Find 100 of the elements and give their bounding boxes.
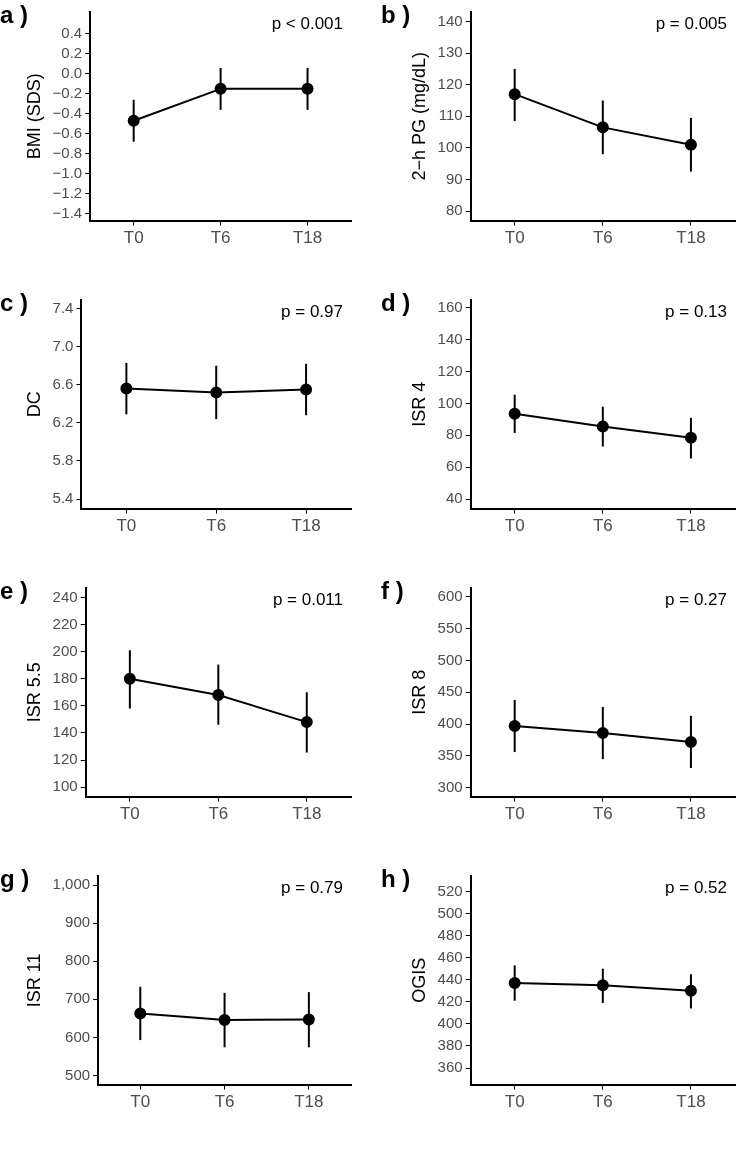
y-tick-label: 0.0 (61, 64, 83, 82)
x-tick-label: T6 (210, 228, 231, 248)
x-tick-label: T6 (206, 516, 227, 536)
y-tick-label: 200 (52, 641, 78, 659)
y-tick-label: 5.8 (52, 451, 74, 469)
x-tick-label: T6 (214, 1092, 235, 1112)
chart-title: g ) (0, 864, 30, 892)
y-tick-label: 80 (445, 201, 463, 219)
y-tick-label: 520 (437, 881, 463, 899)
y-tick-label: 160 (52, 695, 78, 713)
y-tick-label: 400 (437, 714, 463, 732)
y-axis-title: BMI (SDS) (23, 73, 44, 160)
x-tick-label: T18 (676, 228, 706, 248)
chart-title: e ) (0, 576, 29, 604)
x-tick-label: T18 (676, 804, 706, 824)
annotation: p = 0.005 (655, 14, 727, 34)
x-tick-label: T6 (592, 228, 613, 248)
y-tick-label: 500 (65, 1065, 91, 1083)
x-tick-label: T0 (504, 516, 525, 536)
y-tick-label: 100 (437, 138, 463, 156)
y-tick-label: 120 (437, 74, 463, 92)
annotation: p = 0.011 (272, 590, 343, 610)
y-tick-label: 500 (437, 903, 463, 921)
y-tick-label: 140 (52, 723, 78, 741)
y-tick-label: 100 (437, 393, 463, 411)
y-tick-label: −0.4 (52, 103, 83, 121)
y-tick-label: 100 (52, 777, 78, 795)
y-tick-label: 400 (437, 1014, 463, 1032)
y-tick-label: 80 (445, 425, 463, 443)
y-tick-label: 420 (437, 991, 463, 1009)
annotation: p = 0.52 (665, 878, 727, 898)
chart-title: f ) (381, 576, 404, 604)
y-axis-title: OGIS (408, 957, 429, 1003)
y-tick-label: 180 (52, 668, 78, 686)
annotation: p < 0.001 (271, 14, 343, 34)
y-tick-label: 6.2 (52, 413, 74, 431)
y-tick-label: 5.4 (52, 489, 74, 507)
y-tick-label: 140 (437, 329, 463, 347)
x-tick-label: T0 (504, 228, 525, 248)
y-axis-title: 2−h PG (mg/dL) (408, 52, 429, 181)
chart-title: c ) (0, 288, 29, 316)
y-tick-label: −1.0 (52, 163, 83, 181)
y-tick-label: 160 (437, 298, 463, 316)
y-tick-label: 240 (52, 587, 78, 605)
y-tick-label: −1.2 (52, 183, 83, 201)
x-tick-label: T18 (292, 804, 322, 824)
y-tick-label: 60 (445, 457, 463, 475)
x-tick-label: T0 (130, 1092, 151, 1112)
y-tick-label: 1,000 (52, 875, 91, 893)
y-tick-label: 360 (437, 1058, 463, 1076)
y-tick-label: 110 (438, 106, 463, 124)
y-tick-label: 460 (437, 947, 463, 965)
y-tick-label: 350 (437, 746, 463, 764)
y-tick-label: 90 (445, 169, 463, 187)
y-tick-label: 120 (52, 750, 78, 768)
y-tick-label: 450 (437, 682, 463, 700)
y-tick-label: 380 (437, 1036, 463, 1054)
y-tick-label: 700 (65, 989, 91, 1007)
y-tick-label: 0.4 (61, 24, 83, 42)
x-tick-label: T0 (504, 1092, 525, 1112)
x-tick-label: T0 (504, 804, 525, 824)
y-axis-title: ISR 8 (408, 669, 429, 715)
y-tick-label: −0.2 (52, 83, 83, 101)
y-tick-label: 120 (437, 361, 463, 379)
y-tick-label: 6.6 (52, 374, 74, 392)
annotation: p = 0.27 (665, 590, 727, 610)
x-tick-label: T0 (116, 516, 137, 536)
y-tick-label: 220 (52, 614, 78, 632)
x-tick-label: T18 (291, 516, 321, 536)
x-tick-label: T18 (676, 1092, 706, 1112)
y-tick-label: 7.4 (52, 298, 74, 316)
y-tick-label: 130 (437, 43, 463, 61)
y-tick-label: −1.4 (52, 203, 83, 221)
annotation: p = 0.97 (281, 302, 343, 322)
y-tick-label: −0.8 (52, 143, 83, 161)
chart-title: a ) (0, 0, 29, 28)
x-tick-label: T0 (119, 804, 140, 824)
chart-title: b ) (381, 0, 411, 28)
y-axis-title: ISR 4 (408, 381, 429, 427)
y-tick-label: 7.0 (52, 336, 74, 354)
x-tick-label: T6 (592, 516, 613, 536)
x-tick-label: T6 (592, 1092, 613, 1112)
y-axis-title: ISR 5.5 (23, 662, 44, 723)
y-tick-label: 140 (437, 11, 463, 29)
y-axis-title: ISR 11 (23, 953, 44, 1008)
annotation: p = 0.79 (281, 878, 343, 898)
y-tick-label: 40 (445, 489, 463, 507)
chart-title: h ) (381, 864, 411, 892)
chart-title: d ) (381, 288, 411, 316)
y-tick-label: 900 (65, 913, 91, 931)
x-tick-label: T18 (294, 1092, 324, 1112)
y-tick-label: 600 (65, 1027, 91, 1045)
x-tick-label: T18 (676, 516, 706, 536)
y-axis-title: DC (23, 391, 44, 418)
x-tick-label: T6 (592, 804, 613, 824)
y-tick-label: 500 (437, 650, 463, 668)
y-tick-label: −0.6 (52, 123, 83, 141)
x-tick-label: T6 (208, 804, 229, 824)
x-tick-label: T0 (123, 228, 144, 248)
y-tick-label: 480 (437, 925, 463, 943)
